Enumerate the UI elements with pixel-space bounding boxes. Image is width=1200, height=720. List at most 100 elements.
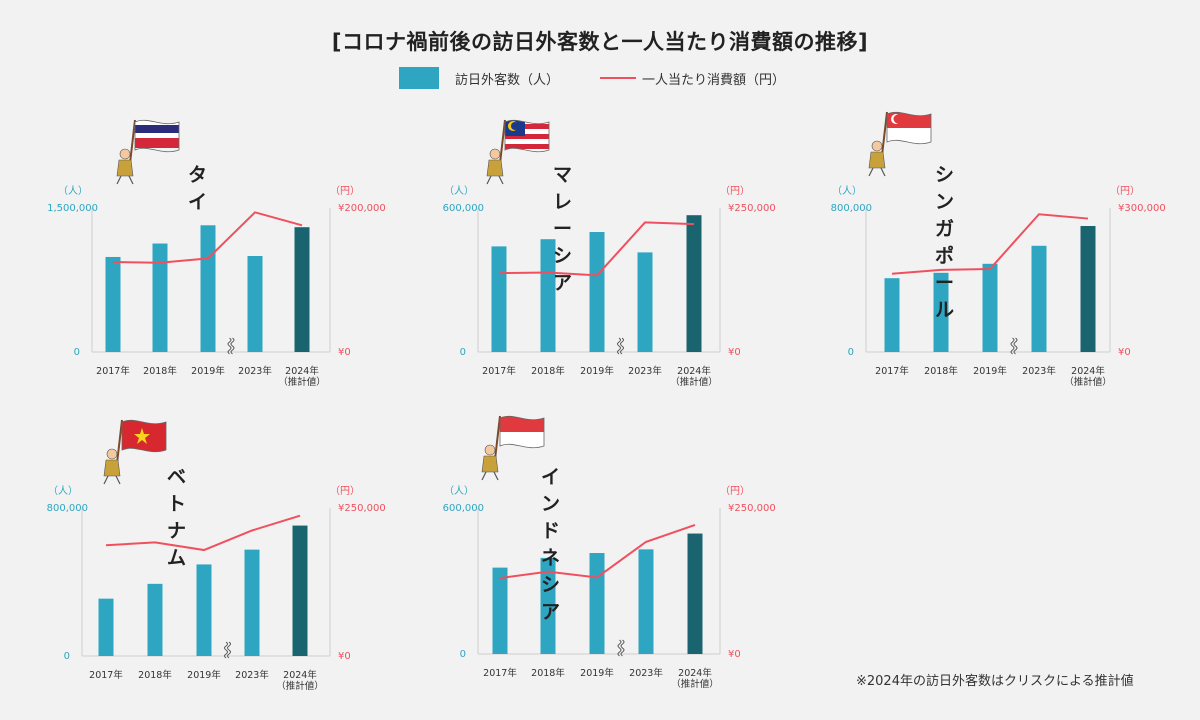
bar <box>200 225 216 352</box>
left-tick-label: 600,000 <box>443 203 484 214</box>
bar <box>540 239 556 352</box>
left-tick-label: 800,000 <box>47 503 88 514</box>
category-label: 2018年 <box>924 365 958 377</box>
right-axis-unit: （円） <box>330 486 360 497</box>
category-label: 2024年（推計値） <box>670 365 718 388</box>
right-axis-unit: （円） <box>330 186 360 197</box>
category-label: 2019年 <box>580 667 614 679</box>
axis-break-mark <box>230 337 235 355</box>
category-label: 2019年 <box>580 365 614 377</box>
category-label: 2019年 <box>191 365 225 377</box>
left-tick-label: 0 <box>848 347 854 358</box>
right-tick-label: ¥300,000 <box>1118 203 1166 214</box>
axis-break-mark <box>227 337 232 355</box>
indonesia-flag-icon <box>481 415 545 481</box>
thailand-flag-icon <box>116 119 180 185</box>
chart-title: ベトナム <box>167 466 187 569</box>
right-tick-label: ¥250,000 <box>728 203 776 214</box>
legend-bar-swatch <box>399 67 439 89</box>
vietnam-flag-icon <box>103 419 167 485</box>
category-label: 2024年（推計値） <box>276 669 324 692</box>
bar <box>196 564 212 656</box>
bar <box>933 272 949 352</box>
bar <box>105 256 121 352</box>
category-label: 2018年 <box>531 667 565 679</box>
left-axis-unit: （人） <box>444 186 474 197</box>
category-label: 2019年 <box>973 365 1007 377</box>
category-label: 2023年 <box>238 365 272 377</box>
left-tick-label: 800,000 <box>831 203 872 214</box>
left-axis-unit: （人） <box>58 186 88 197</box>
category-label: 2019年 <box>187 669 221 681</box>
category-label: 2023年 <box>235 669 269 681</box>
bar <box>98 598 114 656</box>
axis-break-mark <box>620 639 625 657</box>
bar <box>1080 226 1096 352</box>
left-tick-label: 1,500,000 <box>47 203 98 214</box>
left-axis-unit: （人） <box>832 186 862 197</box>
left-tick-label: 0 <box>460 347 466 358</box>
category-label: 2017年 <box>89 669 123 681</box>
left-tick-label: 0 <box>460 649 466 660</box>
chart-title: シンガポール <box>935 164 955 321</box>
right-axis-unit: （円） <box>720 186 750 197</box>
axis-break-mark <box>224 641 228 659</box>
axis-break-mark <box>1013 337 1018 355</box>
right-tick-label: ¥0 <box>1118 347 1131 358</box>
axis-break-mark <box>227 641 231 659</box>
axis-break-mark <box>617 639 622 657</box>
chart-title: マレーシア <box>553 164 573 294</box>
legend-line-label: 一人当たり消費額（円） <box>642 73 786 88</box>
category-label: 2023年 <box>629 667 663 679</box>
right-axis-unit: （円） <box>720 486 750 497</box>
category-label: 2023年 <box>628 365 662 377</box>
right-tick-label: ¥200,000 <box>338 203 386 214</box>
category-label: 2017年 <box>96 365 130 377</box>
bar <box>637 252 653 352</box>
category-label: 2023年 <box>1022 365 1056 377</box>
bar <box>589 232 605 352</box>
axis-break-mark <box>617 337 621 355</box>
bar <box>247 256 263 352</box>
legend-line-swatch <box>600 77 636 79</box>
bar <box>294 227 310 352</box>
bar <box>638 549 654 654</box>
category-label: 2017年 <box>875 365 909 377</box>
bar <box>982 263 998 352</box>
right-tick-label: ¥0 <box>338 347 351 358</box>
category-label: 2017年 <box>483 667 517 679</box>
right-tick-label: ¥0 <box>728 649 741 660</box>
bar <box>147 583 163 656</box>
footnote: ※2024年の訪日外客数はクリスクによる推計値 <box>856 674 1134 689</box>
category-label: 2018年 <box>138 669 172 681</box>
axis-break-mark <box>1010 337 1015 355</box>
singapore-flag-icon <box>868 111 932 177</box>
bar <box>244 549 260 656</box>
left-axis-unit: （人） <box>444 486 474 497</box>
category-label: 2017年 <box>482 365 516 377</box>
bar <box>292 525 308 656</box>
right-tick-label: ¥250,000 <box>728 503 776 514</box>
category-label: 2024年（推計値） <box>1064 365 1112 388</box>
left-tick-label: 0 <box>74 347 80 358</box>
right-axis-unit: （円） <box>1110 186 1140 197</box>
bar <box>686 215 702 352</box>
right-tick-label: ¥0 <box>728 347 741 358</box>
right-tick-label: ¥0 <box>338 651 351 662</box>
right-tick-label: ¥250,000 <box>338 503 386 514</box>
left-tick-label: 600,000 <box>443 503 484 514</box>
bar <box>589 553 605 654</box>
bar <box>687 533 703 654</box>
bar <box>152 243 168 352</box>
bar <box>884 278 900 352</box>
category-label: 2018年 <box>143 365 177 377</box>
chart-title: インドネシア <box>541 466 561 623</box>
malaysia-flag-icon <box>486 119 550 185</box>
left-tick-label: 0 <box>64 651 70 662</box>
bar <box>1031 245 1047 352</box>
